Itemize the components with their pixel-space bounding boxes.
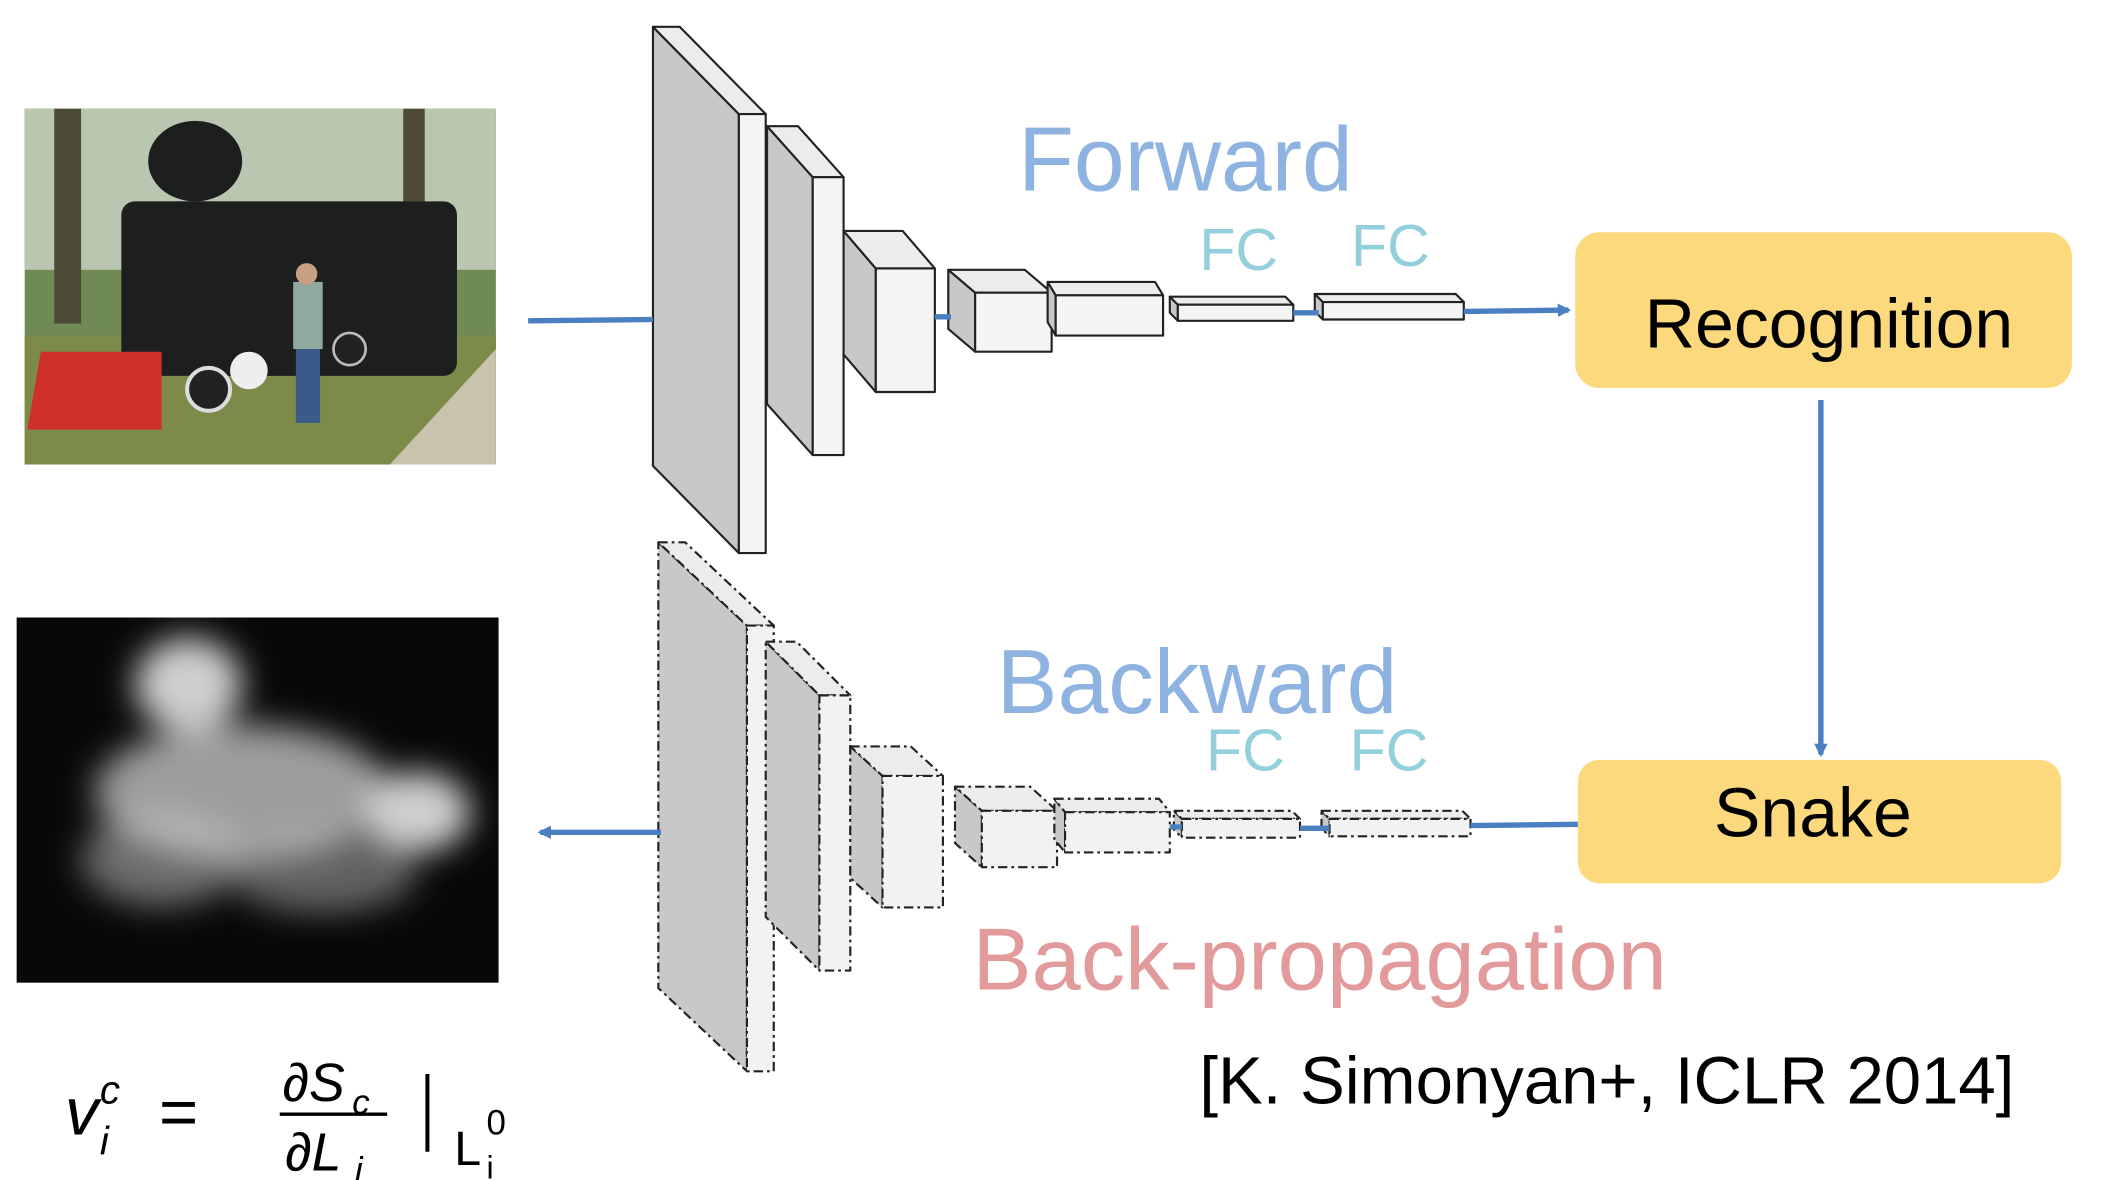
fc-label: FC — [1199, 217, 1278, 283]
arrow — [1464, 310, 1569, 311]
layer-side — [658, 542, 747, 1071]
fc-label: FC — [1350, 718, 1429, 784]
layer-front — [1056, 295, 1163, 335]
layer-front — [883, 776, 943, 908]
layer-top — [1048, 282, 1163, 295]
citation: [K. Simonyan+, ICLR 2014] — [1199, 1043, 2014, 1118]
layer-top — [1315, 294, 1464, 302]
formula-sup: 0 — [486, 1103, 505, 1142]
layer-top — [1054, 799, 1169, 812]
recognition-label: Recognition — [1645, 285, 2014, 363]
layer-side — [767, 126, 813, 455]
layer-front — [819, 695, 850, 970]
formula-eval: L — [454, 1122, 481, 1176]
formula-sub: i — [355, 1150, 364, 1180]
formula-sub: i — [100, 1118, 110, 1163]
formula-sup: c — [100, 1067, 120, 1112]
layer-front — [739, 114, 766, 553]
formula-eq: = — [159, 1074, 198, 1149]
backprop-label: Back-propagation — [972, 909, 1666, 1008]
formula-num: ∂S — [282, 1053, 345, 1113]
connector — [1470, 824, 1577, 825]
saliency-map — [17, 618, 499, 983]
forward-label: Forward — [1018, 109, 1353, 211]
page: {"forward": {"label": "Forward", "layers… — [0, 0, 2106, 1180]
layer-front — [982, 811, 1057, 867]
formula: v c i = ∂S c ∂L i L 0 i — [65, 1053, 506, 1180]
fc-label: FC — [1351, 213, 1430, 279]
layer-top — [1321, 811, 1470, 819]
input-photo — [25, 109, 496, 465]
layer-front — [1323, 302, 1464, 319]
layer-front — [1065, 812, 1170, 852]
snake-label: Snake — [1714, 773, 1912, 851]
layer-top — [1174, 811, 1300, 819]
layer-front — [1178, 305, 1293, 321]
connector — [528, 319, 653, 320]
layer-front — [1330, 819, 1471, 836]
fc-label: FC — [1206, 718, 1285, 784]
formula-lhs: v — [65, 1074, 102, 1149]
formula-den: ∂L — [285, 1123, 341, 1180]
formula-sub: c — [352, 1083, 370, 1122]
layer-front — [975, 293, 1052, 352]
layer-side — [766, 642, 820, 971]
layer-front — [1182, 819, 1300, 838]
diagram: Recognition Snake Forward FC FC Backward… — [0, 0, 2106, 1180]
layer-front — [813, 177, 844, 455]
formula-sub: i — [486, 1150, 493, 1180]
layer-front — [876, 268, 935, 392]
layer-top — [1170, 297, 1294, 305]
backward-label: Backward — [997, 631, 1398, 733]
layer-side — [653, 27, 739, 553]
